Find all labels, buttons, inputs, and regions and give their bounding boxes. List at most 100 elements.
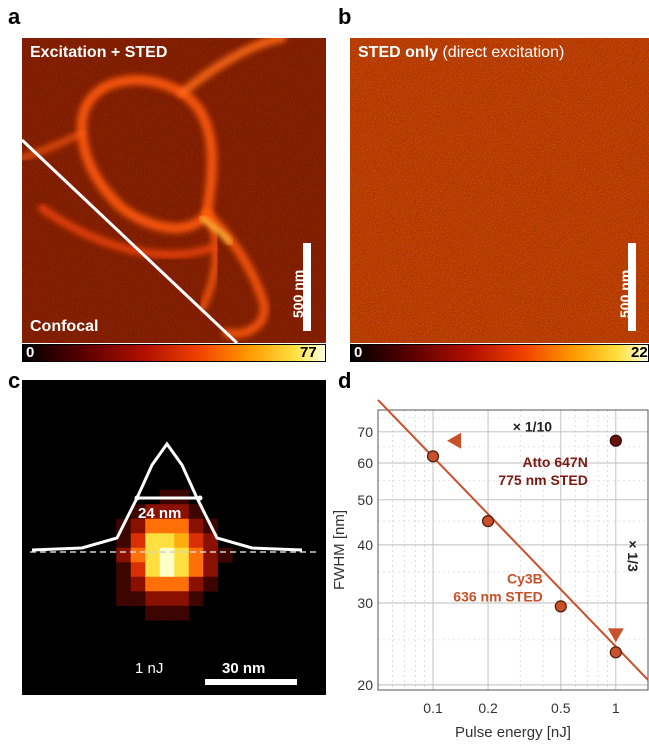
annotation-label-1-10: × 1/10 bbox=[513, 419, 553, 435]
confocal-label: Confocal bbox=[30, 318, 99, 335]
y-tick-label: 70 bbox=[357, 424, 373, 440]
psf-pixel bbox=[145, 576, 161, 592]
psf-pixel bbox=[174, 591, 190, 607]
intensity-profile-curve bbox=[31, 441, 303, 552]
colorbar-max-label: 77 bbox=[300, 344, 317, 361]
fwhm-label: 24 nm bbox=[138, 505, 182, 522]
psf-pixel bbox=[159, 504, 175, 520]
psf-pixel bbox=[145, 547, 161, 563]
fit-line bbox=[377, 399, 649, 681]
series-label-cy3b: 636 nm STED bbox=[453, 589, 542, 605]
horizontal-arrowhead bbox=[447, 432, 462, 449]
colorbar-b-min-label: 0 bbox=[354, 344, 363, 361]
data-point-cy3b bbox=[554, 600, 567, 613]
psf-pixel bbox=[145, 518, 161, 534]
panel-letter-d: d bbox=[338, 368, 352, 393]
y-axis-label: FWHM [nm] bbox=[331, 510, 348, 590]
scale-bar-b bbox=[628, 243, 636, 331]
psf-pixel bbox=[174, 562, 190, 578]
y-tick-label: 20 bbox=[357, 677, 373, 693]
fwhm-vs-energy-chart: 0.1 0.2 0.5 1 20 30 40 50 60 70 × 1/10 × 1/3 Atto … bbox=[331, 399, 649, 741]
psf-pixel bbox=[217, 547, 233, 563]
psf-pixel bbox=[174, 547, 190, 563]
x-axis-label: Pulse energy [nJ] bbox=[455, 724, 571, 741]
panel-letter-c: c bbox=[8, 368, 21, 393]
psf-pixel bbox=[203, 547, 219, 563]
plot-frame bbox=[377, 409, 649, 691]
y-tick-label: 50 bbox=[357, 492, 373, 508]
psf-pixel bbox=[188, 562, 204, 578]
data-point-atto bbox=[609, 434, 622, 447]
scale-bar-label: 500 nm bbox=[290, 269, 306, 318]
series-labels: Atto 647N 775 nm STED Cy3B 636 nm STED bbox=[453, 454, 588, 605]
psf-pixel bbox=[130, 576, 146, 592]
psf-pixel bbox=[188, 547, 204, 563]
minor-grid bbox=[378, 410, 648, 690]
psf-pixel bbox=[116, 591, 132, 607]
psf-pixel bbox=[174, 518, 190, 534]
psf-pixel bbox=[116, 533, 132, 549]
sted-only-image-panel bbox=[350, 38, 649, 343]
psf-pixel bbox=[159, 533, 175, 549]
y-tick-label: 60 bbox=[357, 455, 373, 471]
data-points bbox=[426, 434, 622, 659]
psf-pixel bbox=[130, 518, 146, 534]
sted-only-label-bold: STED only bbox=[358, 44, 439, 61]
data-point-cy3b bbox=[609, 646, 622, 659]
psf-pixel bbox=[188, 504, 204, 520]
scale-bar-b-label: 500 nm bbox=[617, 269, 633, 318]
x-tick-label: 0.5 bbox=[551, 700, 571, 716]
psf-pixel bbox=[203, 533, 219, 549]
annotation-arrows: × 1/10 × 1/3 bbox=[447, 419, 641, 643]
sted-image-svg bbox=[20, 38, 326, 345]
excitation-sted-label: Excitation + STED bbox=[30, 44, 168, 61]
psf-pixel bbox=[145, 605, 161, 621]
psf-image-panel bbox=[22, 380, 326, 695]
psf-pixel bbox=[188, 576, 204, 592]
psf-pixel bbox=[145, 504, 161, 520]
sted-only-label: STED only (direct excitation) bbox=[358, 44, 564, 62]
major-grid bbox=[378, 410, 648, 690]
panel-letter-a: a bbox=[8, 4, 21, 29]
direct-excitation-label: (direct excitation) bbox=[442, 44, 565, 61]
colorbar bbox=[22, 344, 326, 362]
psf-pixel bbox=[159, 576, 175, 592]
data-point-cy3b bbox=[426, 450, 440, 463]
psf-pixel bbox=[145, 562, 161, 578]
psf-pixel bbox=[130, 591, 146, 607]
axis-ticks: 0.1 0.2 0.5 1 20 30 40 50 60 70 bbox=[357, 424, 619, 716]
psf-pixel bbox=[130, 547, 146, 563]
psf-pixel bbox=[203, 562, 219, 578]
vertical-arrowhead bbox=[607, 628, 624, 643]
confocal-divider-line bbox=[20, 138, 239, 345]
psf-pixel bbox=[174, 533, 190, 549]
data-point-cy3b bbox=[481, 514, 495, 528]
psf-pixel bbox=[174, 504, 190, 520]
x-tick-label: 0.2 bbox=[478, 700, 498, 716]
series-label-atto: Atto 647N bbox=[522, 454, 587, 470]
x-tick-label: 0.1 bbox=[423, 700, 443, 716]
psf-pixel bbox=[116, 562, 132, 578]
psf-image-svg bbox=[30, 441, 318, 685]
psf-pixel bbox=[188, 533, 204, 549]
psf-scale-bar bbox=[205, 679, 297, 685]
fit-line-path bbox=[377, 399, 649, 681]
psf-pixel bbox=[116, 547, 132, 563]
axis-frame bbox=[377, 409, 649, 691]
psf-pixel bbox=[174, 576, 190, 592]
psf-pixel bbox=[188, 518, 204, 534]
panel-letter-b: b bbox=[338, 4, 352, 29]
psf-pixel bbox=[159, 562, 175, 578]
psf-pixel bbox=[159, 547, 175, 563]
sted-only-image-svg bbox=[350, 38, 649, 343]
pulse-energy-label: 1 nJ bbox=[135, 660, 164, 677]
scale-bar bbox=[303, 243, 311, 331]
psf-pixel bbox=[145, 591, 161, 607]
psf-pixel bbox=[174, 605, 190, 621]
annotation-label-1-3: × 1/3 bbox=[625, 540, 641, 572]
psf-pixel bbox=[130, 504, 146, 520]
psf-pixel bbox=[130, 533, 146, 549]
y-tick-label: 40 bbox=[357, 537, 373, 553]
colorbar-b bbox=[350, 344, 649, 362]
psf-pixel bbox=[116, 576, 132, 592]
